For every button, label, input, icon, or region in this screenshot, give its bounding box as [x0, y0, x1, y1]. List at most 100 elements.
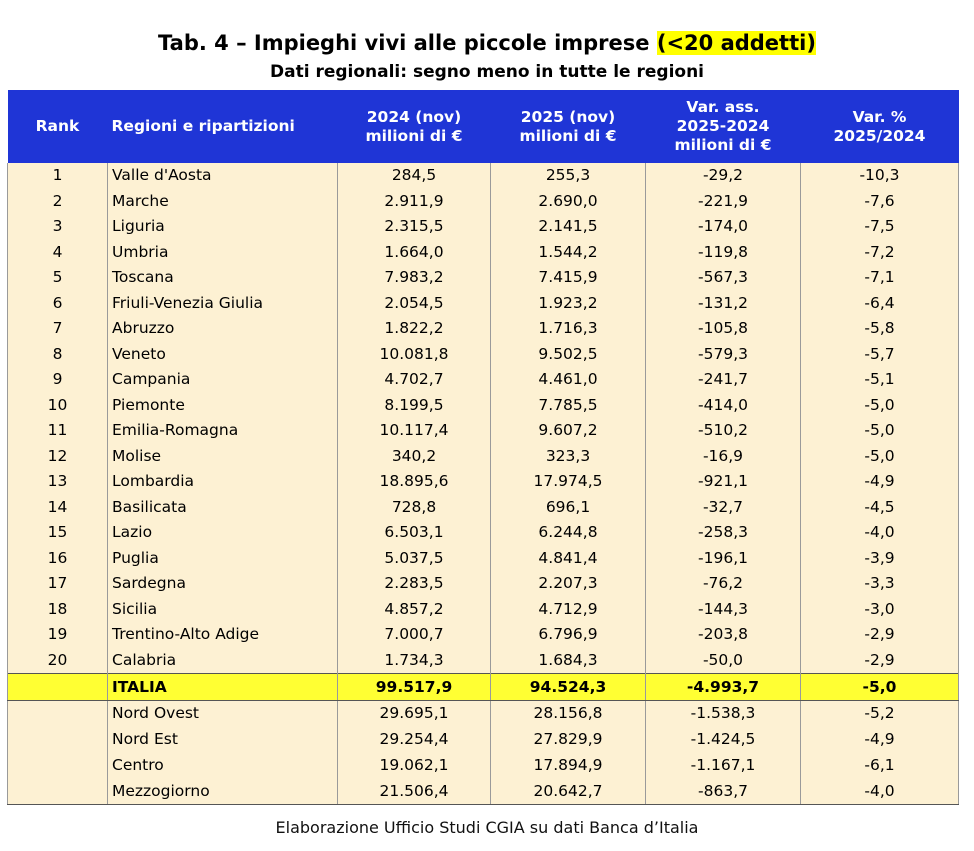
cell: 1.923,2 [490, 290, 646, 316]
data-row: 18 Sicilia 4.857,2 4.712,9 -144,3 -3,0 [7, 596, 959, 622]
cell: -567,3 [645, 265, 801, 291]
column-header: 2024 (nov) milioni di € [337, 90, 491, 163]
cell: 94.524,3 [490, 673, 646, 701]
cell: 15 [7, 520, 108, 546]
cell: -414,0 [645, 392, 801, 418]
cell: Calabria [107, 647, 338, 674]
cell: -6,1 [800, 752, 959, 779]
data-row: 2 Marche 2.911,9 2.690,0 -221,9 -7,6 [7, 188, 959, 214]
cell: Campania [107, 367, 338, 393]
cell: 340,2 [337, 443, 491, 469]
cell: 9.502,5 [490, 341, 646, 367]
cell: 2.141,5 [490, 214, 646, 240]
cell: 7.000,7 [337, 622, 491, 648]
data-row: 19 Trentino-Alto Adige 7.000,7 6.796,9 -203,… [7, 622, 959, 648]
title-text: Tab. 4 – Impieghi vivi alle piccole impr… [158, 31, 650, 55]
cell: -1.538,3 [645, 700, 801, 727]
cell: -4,5 [800, 494, 959, 520]
cell: -4,0 [800, 778, 959, 806]
cell: -579,3 [645, 341, 801, 367]
cell: -76,2 [645, 571, 801, 597]
cell: 2.283,5 [337, 571, 491, 597]
cell: 10.117,4 [337, 418, 491, 444]
cell [7, 778, 108, 806]
data-row: 15 Lazio 6.503,1 6.244,8 -258,3 -4,0 [7, 520, 959, 546]
header-line: 2025-2024 [676, 117, 770, 135]
cell: -5,1 [800, 367, 959, 393]
header-line: milioni di € [519, 126, 617, 145]
cell: Veneto [107, 341, 338, 367]
cell: -863,7 [645, 778, 801, 806]
cell: Emilia-Romagna [107, 418, 338, 444]
cell: -2,9 [800, 622, 959, 648]
cell: -32,7 [645, 494, 801, 520]
cell: -5,0 [800, 418, 959, 444]
header-line: Rank [35, 117, 80, 135]
column-header: Rank [7, 90, 108, 163]
cell: -5,8 [800, 316, 959, 342]
cell: 728,8 [337, 494, 491, 520]
cell: 1.544,2 [490, 239, 646, 265]
cell: -7,1 [800, 265, 959, 291]
cell: Abruzzo [107, 316, 338, 342]
cell: -10,3 [800, 163, 959, 189]
data-row: 9 Campania 4.702,7 4.461,0 -241,7 -5,1 [7, 367, 959, 393]
cell: 27.829,9 [490, 726, 646, 753]
cell: 17.894,9 [490, 752, 646, 779]
cell: 6.796,9 [490, 622, 646, 648]
data-row: 14 Basilicata 728,8 696,1 -32,7 -4,5 [7, 494, 959, 520]
cell: 5.037,5 [337, 545, 491, 571]
source-note: Elaborazione Ufficio Studi CGIA su dati … [275, 818, 699, 837]
cell: Puglia [107, 545, 338, 571]
data-row: 10 Piemonte 8.199,5 7.785,5 -414,0 -5,0 [7, 392, 959, 418]
subtitle: Dati regionali: segno meno in tutte le r… [269, 62, 705, 82]
data-row: 8 Veneto 10.081,8 9.502,5 -579,3 -5,7 [7, 341, 959, 367]
cell: 1.664,0 [337, 239, 491, 265]
header-line: 2025 (nov) [520, 107, 616, 126]
data-row: 11 Emilia-Romagna 10.117,4 9.607,2 -510,2 -5,… [7, 418, 959, 444]
cell: 17.974,5 [490, 469, 646, 495]
cell: 323,3 [490, 443, 646, 469]
cell: -3,9 [800, 545, 959, 571]
cell: -203,8 [645, 622, 801, 648]
cell [7, 673, 108, 701]
cell: -29,2 [645, 163, 801, 189]
cell [7, 726, 108, 753]
cell: -1.167,1 [645, 752, 801, 779]
header-line: Var. % [852, 107, 907, 126]
cell: Sicilia [107, 596, 338, 622]
cell: -5,0 [800, 443, 959, 469]
cell: -510,2 [645, 418, 801, 444]
cell [7, 700, 108, 727]
cell: 9 [7, 367, 108, 393]
cell: 2.054,5 [337, 290, 491, 316]
area-row: Centro 19.062,1 17.894,9 -1.167,1 -6,1 [7, 752, 959, 779]
cell: 2.690,0 [490, 188, 646, 214]
cell: -50,0 [645, 647, 801, 674]
cell: -4,0 [800, 520, 959, 546]
header-line: Var. ass. [686, 98, 760, 116]
cell: -241,7 [645, 367, 801, 393]
cell: -7,6 [800, 188, 959, 214]
cell: -174,0 [645, 214, 801, 240]
cell: Liguria [107, 214, 338, 240]
cell: 10.081,8 [337, 341, 491, 367]
data-row: 3 Liguria 2.315,5 2.141,5 -174,0 -7,5 [7, 214, 959, 240]
cell: 28.156,8 [490, 700, 646, 727]
data-row: 1 Valle d'Aosta 284,5 255,3 -29,2 -10,3 [7, 163, 959, 189]
cell: Lazio [107, 520, 338, 546]
cell: 3 [7, 214, 108, 240]
cell: Marche [107, 188, 338, 214]
cell: -921,1 [645, 469, 801, 495]
cell: 7.983,2 [337, 265, 491, 291]
cell: Molise [107, 443, 338, 469]
total-row: ITALIA 99.517,9 94.524,3 -4.993,7 -5,0 [7, 673, 959, 701]
data-row: 5 Toscana 7.983,2 7.415,9 -567,3 -7,1 [7, 265, 959, 291]
cell: 1.684,3 [490, 647, 646, 674]
data-row: 6 Friuli-Venezia Giulia 2.054,5 1.923,2 -131… [7, 290, 959, 316]
cell: 14 [7, 494, 108, 520]
cell: 4.712,9 [490, 596, 646, 622]
cell: -1.424,5 [645, 726, 801, 753]
cell: -4.993,7 [645, 673, 801, 701]
cell: -4,9 [800, 469, 959, 495]
